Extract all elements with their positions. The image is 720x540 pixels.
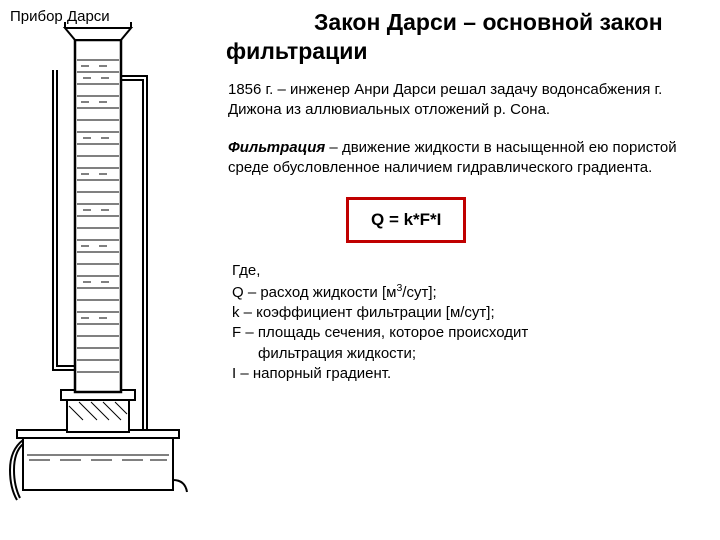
paragraph-history: 1856 г. – инженер Анри Дарси решал задач… [226, 80, 716, 121]
variable-definitions: Где, Q – расход жидкости [м3/сут]; k – к… [226, 261, 716, 385]
defs-q: Q – расход жидкости [м3/сут]; [232, 281, 716, 303]
defs-f2: фильтрация жидкости; [232, 344, 716, 364]
paragraph-definition: Фильтрация – движение жидкости в насыщен… [226, 138, 716, 179]
defs-q-a: Q – расход жидкости [м [232, 284, 396, 301]
darcy-apparatus-diagram [5, 10, 210, 510]
term-filtration: Фильтрация [228, 139, 325, 156]
defs-k: k – коэффициент фильтрации [м/сут]; [232, 303, 716, 323]
defs-f1: F – площадь сечения, которое происходит [232, 323, 716, 343]
formula-box: Q = k*F*I [346, 197, 466, 243]
defs-i: I – напорный градиент. [232, 364, 716, 384]
defs-q-b: /сут]; [402, 284, 436, 301]
page-title: Закон Дарси – основной закон фильтрации [226, 8, 716, 66]
defs-where: Где, [232, 261, 716, 281]
content-area: Закон Дарси – основной закон фильтрации … [226, 0, 716, 384]
